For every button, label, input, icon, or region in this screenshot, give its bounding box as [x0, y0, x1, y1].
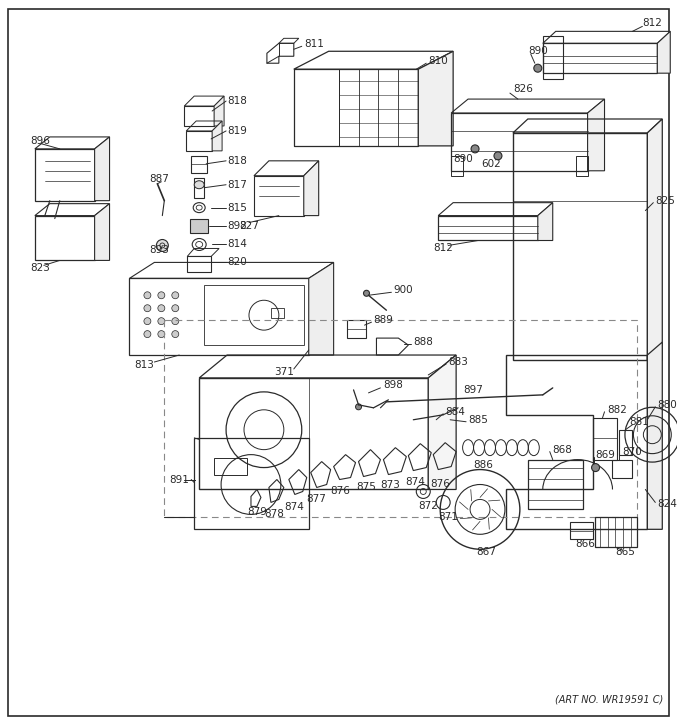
Ellipse shape — [534, 65, 542, 72]
Text: 874: 874 — [284, 502, 304, 513]
Text: 870: 870 — [622, 447, 642, 457]
Text: 371: 371 — [274, 367, 294, 377]
Text: 825: 825 — [656, 196, 675, 206]
Text: 892: 892 — [227, 220, 247, 231]
Polygon shape — [304, 161, 319, 215]
Text: 900: 900 — [394, 286, 413, 295]
Ellipse shape — [494, 152, 502, 160]
Polygon shape — [95, 137, 109, 201]
Text: 823: 823 — [30, 263, 50, 273]
Text: 897: 897 — [463, 385, 483, 395]
Ellipse shape — [144, 318, 151, 325]
Ellipse shape — [364, 290, 369, 297]
Text: 824: 824 — [658, 500, 677, 510]
Ellipse shape — [158, 331, 165, 338]
Ellipse shape — [194, 181, 204, 188]
Polygon shape — [647, 119, 662, 360]
Ellipse shape — [172, 318, 179, 325]
Text: 884: 884 — [445, 407, 465, 417]
Polygon shape — [190, 219, 208, 233]
Text: 876: 876 — [330, 486, 350, 497]
Text: 881: 881 — [630, 417, 649, 427]
Ellipse shape — [158, 304, 165, 312]
Text: 893: 893 — [150, 246, 169, 255]
Ellipse shape — [158, 291, 165, 299]
Polygon shape — [95, 204, 109, 260]
Text: 890: 890 — [453, 154, 473, 164]
Text: 875: 875 — [356, 483, 377, 492]
Text: 885: 885 — [468, 415, 488, 425]
Text: 882: 882 — [607, 405, 628, 415]
Text: 820: 820 — [227, 257, 247, 268]
Ellipse shape — [471, 145, 479, 153]
Text: 815: 815 — [227, 202, 247, 212]
Text: 818: 818 — [227, 96, 247, 106]
Text: 871: 871 — [438, 513, 458, 523]
Text: (ART NO. WR19591 C): (ART NO. WR19591 C) — [555, 695, 663, 705]
Polygon shape — [418, 51, 453, 146]
Text: 810: 810 — [428, 57, 448, 66]
Polygon shape — [538, 203, 553, 241]
Text: 880: 880 — [658, 399, 677, 410]
Ellipse shape — [172, 304, 179, 312]
Polygon shape — [212, 121, 222, 151]
Ellipse shape — [156, 239, 169, 252]
Polygon shape — [309, 262, 334, 355]
Text: 874: 874 — [405, 476, 425, 486]
Text: 887: 887 — [150, 174, 169, 183]
Text: 827: 827 — [239, 220, 259, 231]
Ellipse shape — [144, 291, 151, 299]
Text: 891: 891 — [169, 475, 189, 484]
Text: 814: 814 — [227, 239, 247, 249]
Text: 866: 866 — [576, 539, 596, 550]
Text: 811: 811 — [304, 39, 324, 49]
Text: 867: 867 — [476, 547, 496, 558]
Text: 602: 602 — [481, 159, 500, 169]
Text: 888: 888 — [413, 337, 433, 347]
Ellipse shape — [172, 291, 179, 299]
Text: 819: 819 — [227, 126, 247, 136]
Text: 812: 812 — [433, 244, 453, 254]
Ellipse shape — [356, 404, 362, 410]
Text: 889: 889 — [373, 315, 393, 326]
Text: 817: 817 — [227, 180, 247, 190]
Bar — [165, 320, 637, 518]
Polygon shape — [428, 355, 456, 489]
Text: 873: 873 — [380, 481, 401, 491]
Ellipse shape — [144, 331, 151, 338]
Polygon shape — [588, 99, 605, 171]
Text: 883: 883 — [448, 357, 468, 367]
Text: 826: 826 — [513, 84, 532, 94]
Ellipse shape — [592, 463, 600, 471]
Ellipse shape — [158, 318, 165, 325]
Text: 813: 813 — [135, 360, 154, 370]
Text: 872: 872 — [418, 502, 438, 511]
Polygon shape — [647, 342, 662, 529]
Text: 898: 898 — [384, 380, 403, 390]
Text: 879: 879 — [247, 507, 267, 518]
Text: 876: 876 — [430, 478, 450, 489]
Text: 896: 896 — [30, 136, 50, 146]
Text: 818: 818 — [227, 156, 247, 166]
Text: 886: 886 — [473, 460, 493, 470]
Text: 869: 869 — [596, 450, 615, 460]
Ellipse shape — [144, 304, 151, 312]
Text: 890: 890 — [528, 46, 547, 57]
Text: 868: 868 — [553, 444, 573, 455]
Text: 865: 865 — [615, 547, 635, 558]
Polygon shape — [658, 31, 670, 73]
Text: 878: 878 — [264, 510, 284, 519]
Text: 877: 877 — [307, 494, 326, 505]
Text: 812: 812 — [643, 18, 662, 28]
Polygon shape — [214, 96, 224, 126]
Ellipse shape — [172, 331, 179, 338]
